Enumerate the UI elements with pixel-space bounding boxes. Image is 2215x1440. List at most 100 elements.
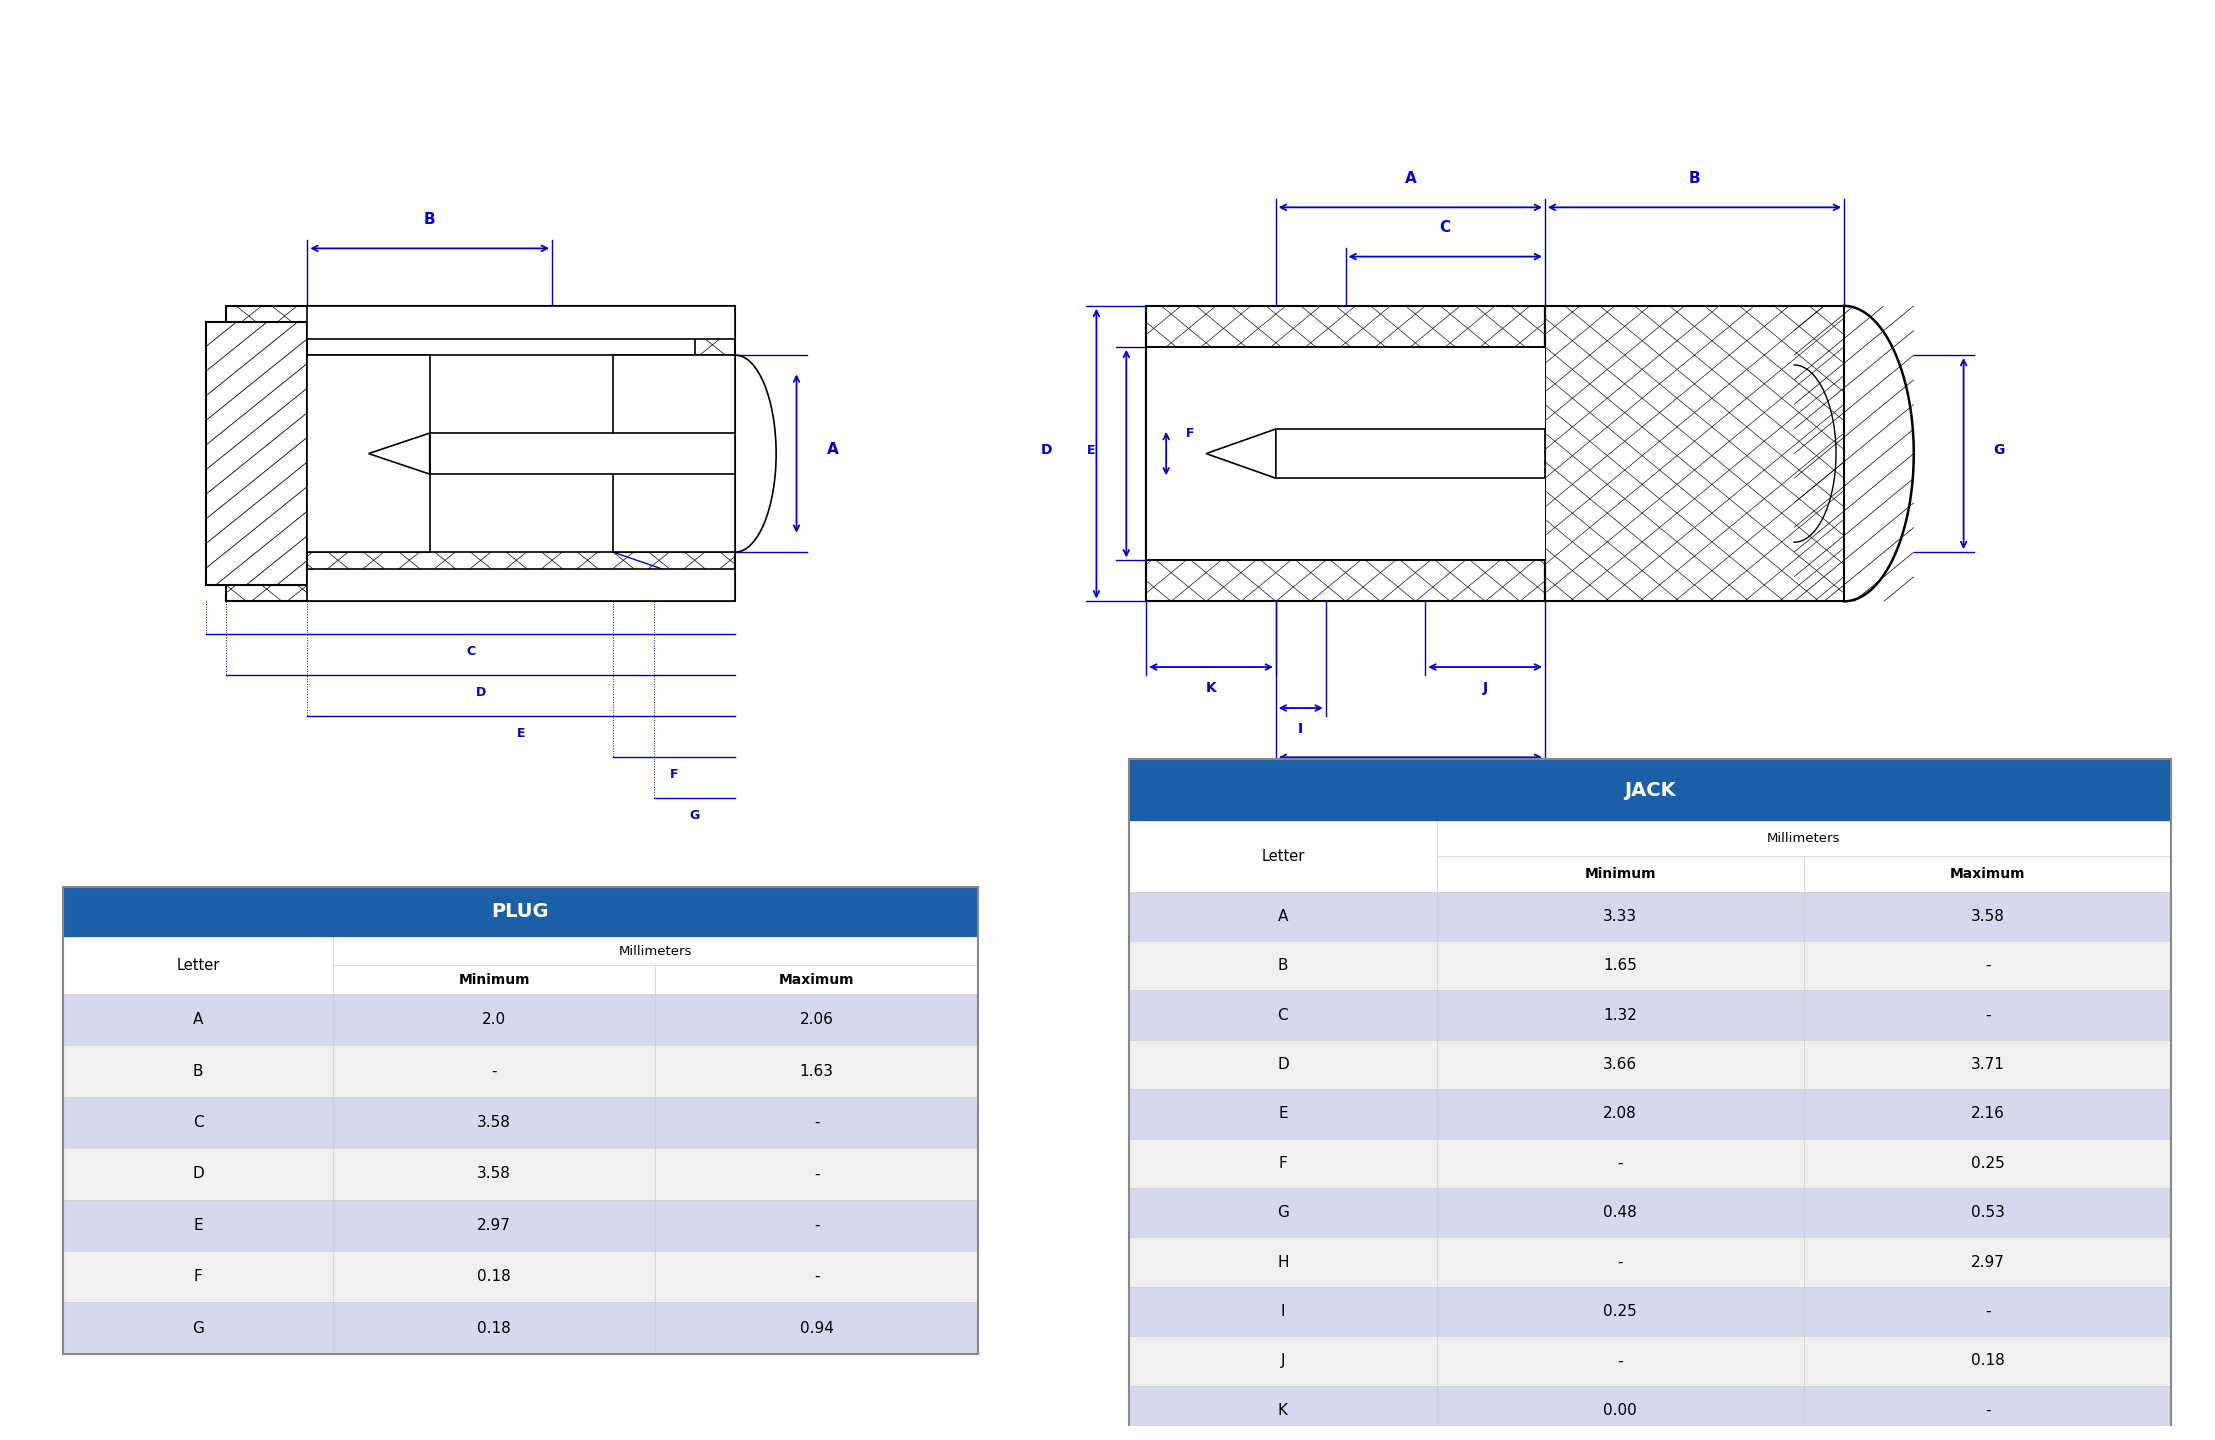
Text: L: L: [609, 582, 618, 596]
FancyBboxPatch shape: [332, 1097, 656, 1148]
Text: G: G: [689, 809, 700, 822]
Bar: [308, 356, 430, 552]
Text: F: F: [1278, 1156, 1287, 1171]
Text: Minimum: Minimum: [459, 972, 529, 986]
FancyBboxPatch shape: [64, 1251, 332, 1303]
FancyBboxPatch shape: [1438, 1336, 1803, 1385]
Text: PLUG: PLUG: [492, 903, 549, 922]
FancyBboxPatch shape: [1438, 1385, 1803, 1436]
FancyBboxPatch shape: [1130, 940, 1438, 991]
FancyBboxPatch shape: [64, 1303, 332, 1354]
Text: 1.32: 1.32: [1604, 1008, 1637, 1022]
FancyBboxPatch shape: [1803, 1287, 2171, 1336]
Text: A: A: [193, 1012, 204, 1027]
FancyBboxPatch shape: [1438, 991, 1803, 1040]
FancyBboxPatch shape: [64, 1045, 332, 1097]
FancyBboxPatch shape: [1130, 821, 1438, 891]
FancyBboxPatch shape: [1438, 1237, 1803, 1287]
Text: D: D: [193, 1166, 204, 1181]
Text: G: G: [1278, 1205, 1289, 1220]
FancyBboxPatch shape: [1438, 821, 2171, 857]
Text: 0.18: 0.18: [478, 1269, 512, 1284]
FancyBboxPatch shape: [64, 1200, 332, 1251]
Text: Maximum: Maximum: [780, 972, 855, 986]
Polygon shape: [1205, 429, 1276, 478]
Text: C: C: [465, 645, 474, 658]
FancyBboxPatch shape: [64, 1097, 332, 1148]
Text: 3.58: 3.58: [476, 1115, 512, 1130]
Text: A: A: [1278, 909, 1289, 924]
FancyBboxPatch shape: [1130, 1336, 1438, 1385]
Text: G: G: [193, 1320, 204, 1336]
FancyBboxPatch shape: [1438, 1040, 1803, 1089]
Text: -: -: [1985, 1008, 1991, 1022]
FancyBboxPatch shape: [1803, 991, 2171, 1040]
Text: C: C: [1278, 1008, 1289, 1022]
FancyBboxPatch shape: [1803, 940, 2171, 991]
Text: 2.0: 2.0: [483, 1012, 507, 1027]
Text: 0.53: 0.53: [1971, 1205, 2005, 1220]
Text: Minimum: Minimum: [1584, 867, 1657, 881]
FancyBboxPatch shape: [332, 1303, 656, 1354]
Text: Letter: Letter: [177, 958, 219, 973]
Text: K: K: [1205, 681, 1216, 694]
Text: D: D: [476, 685, 485, 698]
Text: B: B: [1688, 171, 1701, 186]
Text: F: F: [195, 1269, 202, 1284]
Text: 0.25: 0.25: [1971, 1156, 2005, 1171]
FancyBboxPatch shape: [64, 887, 977, 937]
Text: 0.18: 0.18: [478, 1320, 512, 1336]
FancyBboxPatch shape: [1438, 940, 1803, 991]
Text: 1.65: 1.65: [1604, 958, 1637, 973]
Text: C: C: [1440, 220, 1451, 235]
FancyBboxPatch shape: [656, 1148, 977, 1200]
FancyBboxPatch shape: [1130, 891, 1438, 940]
FancyBboxPatch shape: [656, 1303, 977, 1354]
Text: A: A: [1404, 171, 1415, 186]
Polygon shape: [368, 433, 430, 474]
FancyBboxPatch shape: [332, 965, 656, 994]
FancyBboxPatch shape: [1130, 1287, 1438, 1336]
Text: -: -: [813, 1269, 820, 1284]
Text: 0.94: 0.94: [800, 1320, 833, 1336]
Text: 2.06: 2.06: [800, 1012, 833, 1027]
Text: B: B: [193, 1064, 204, 1079]
Text: E: E: [1088, 444, 1096, 456]
FancyBboxPatch shape: [1803, 1385, 2171, 1436]
Text: 3.71: 3.71: [1971, 1057, 2005, 1071]
FancyBboxPatch shape: [1803, 891, 2171, 940]
FancyBboxPatch shape: [1438, 857, 1803, 891]
Text: F: F: [1187, 428, 1194, 441]
FancyBboxPatch shape: [1438, 1139, 1803, 1188]
Text: C: C: [193, 1115, 204, 1130]
Text: -: -: [1617, 1156, 1624, 1171]
Bar: [308, 356, 735, 552]
Text: 0.18: 0.18: [1971, 1354, 2005, 1368]
Text: J: J: [1482, 681, 1488, 694]
Text: 0.00: 0.00: [1604, 1403, 1637, 1418]
FancyBboxPatch shape: [332, 1045, 656, 1097]
FancyBboxPatch shape: [1803, 1089, 2171, 1139]
Bar: [614, 356, 735, 552]
Bar: [226, 305, 735, 602]
Text: E: E: [1278, 1106, 1287, 1122]
Text: -: -: [1617, 1354, 1624, 1368]
FancyBboxPatch shape: [332, 937, 977, 965]
Text: 0.25: 0.25: [1604, 1305, 1637, 1319]
FancyBboxPatch shape: [1130, 991, 1438, 1040]
FancyBboxPatch shape: [1438, 1089, 1803, 1139]
Text: 2.97: 2.97: [476, 1218, 512, 1233]
Text: B: B: [1278, 958, 1289, 973]
Text: I: I: [1298, 721, 1302, 736]
Text: G: G: [1994, 442, 2005, 456]
FancyBboxPatch shape: [656, 965, 977, 994]
FancyBboxPatch shape: [1130, 1089, 1438, 1139]
Text: 2.97: 2.97: [1971, 1254, 2005, 1270]
Text: -: -: [492, 1064, 496, 1079]
FancyBboxPatch shape: [1438, 891, 1803, 940]
Text: B: B: [423, 212, 436, 226]
Text: -: -: [813, 1218, 820, 1233]
FancyBboxPatch shape: [656, 1200, 977, 1251]
FancyBboxPatch shape: [1803, 857, 2171, 891]
FancyBboxPatch shape: [332, 1148, 656, 1200]
